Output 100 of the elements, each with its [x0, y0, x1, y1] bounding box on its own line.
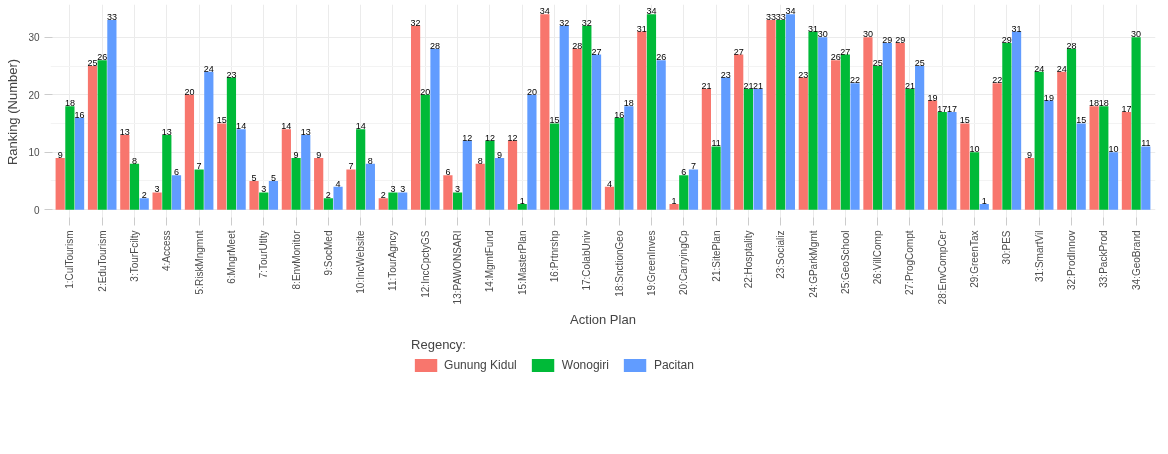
data-label: 15 [959, 115, 970, 126]
bar [979, 203, 989, 210]
x-tick-label: 13:PAWONSARI [452, 230, 464, 305]
bar [895, 43, 905, 210]
data-label: 29 [1001, 35, 1012, 46]
bar [721, 77, 731, 210]
x-tick-label: 24:GParkMgmt [807, 230, 819, 298]
data-label: 15 [1076, 115, 1087, 126]
data-label: 32 [559, 17, 570, 28]
data-label: 25 [87, 58, 98, 69]
data-label: 28 [1066, 40, 1077, 51]
bar [55, 157, 65, 210]
legend-label: Pacitan [653, 358, 694, 372]
x-tick-label: 9:SocMed [322, 230, 334, 276]
data-label: 24 [1034, 63, 1045, 74]
bar [485, 140, 495, 210]
x-tick-label: 15:MasterPlan [516, 230, 528, 295]
data-label: 29 [895, 35, 906, 46]
bar [669, 203, 679, 210]
bar [798, 77, 808, 210]
data-label: 34 [539, 6, 550, 17]
bar [688, 169, 699, 210]
bar [711, 146, 721, 210]
x-tick-label: 10:IncWebsite [355, 230, 367, 294]
bar [388, 192, 398, 210]
data-label: 19 [1043, 92, 1054, 103]
bar [291, 157, 301, 210]
bar [1076, 123, 1086, 210]
y-tick-label: 10 [28, 147, 40, 159]
data-label: 17 [1121, 104, 1132, 114]
bar [863, 37, 873, 210]
bar [1002, 43, 1012, 210]
data-label: 5 [251, 172, 257, 183]
data-label: 19 [927, 92, 938, 103]
x-tick-label: 3:TourFcilty [129, 230, 141, 282]
data-label: 13 [161, 126, 172, 137]
x-tick-label: 23:Socializ [775, 230, 787, 279]
x-tick-label: 29:GreenTax [969, 230, 981, 288]
x-tick-label: 4:Access [161, 230, 173, 272]
bar [559, 25, 569, 210]
bar [527, 94, 537, 210]
bar [171, 175, 182, 210]
bar [637, 31, 647, 210]
bar [323, 198, 333, 210]
data-label: 4 [606, 178, 612, 189]
bar [1099, 106, 1109, 210]
data-label: 25 [914, 58, 925, 69]
data-label: 34 [646, 6, 657, 17]
data-label: 12 [462, 132, 473, 143]
bar [1034, 71, 1044, 210]
data-label: 28 [429, 40, 440, 51]
x-tick-label: 34:GeoBrand [1130, 230, 1142, 290]
bar [850, 83, 860, 210]
x-tick-label: 16:Prtnrshp [549, 230, 561, 283]
data-label: 8 [477, 155, 483, 166]
data-label: 3 [390, 184, 396, 195]
data-label: 18 [623, 98, 634, 109]
bar [259, 192, 269, 210]
data-label: 20 [420, 86, 431, 97]
bar [236, 129, 246, 210]
bar [582, 25, 592, 210]
bar [624, 106, 634, 210]
bar [1141, 146, 1151, 210]
x-tick-label: 8:EnvMonitor [290, 229, 302, 290]
bar [475, 163, 485, 210]
bar [346, 169, 356, 210]
bar [808, 31, 818, 210]
data-label: 5 [270, 172, 276, 183]
data-label: 18 [1098, 98, 1109, 109]
bar [139, 198, 149, 210]
bar [646, 14, 657, 210]
data-label: 29 [882, 35, 893, 46]
x-tick-label: 19:GreenInves [645, 230, 657, 297]
bar [776, 20, 786, 210]
bar [443, 175, 453, 210]
bar [430, 48, 440, 210]
data-label: 25 [872, 58, 883, 69]
data-label: 9 [316, 149, 322, 160]
data-label: 27 [591, 46, 602, 57]
bar [831, 60, 841, 210]
data-label: 22 [850, 75, 861, 86]
data-label: 30 [862, 29, 873, 40]
bar [517, 203, 527, 210]
bar [785, 14, 795, 210]
data-label: 21 [904, 81, 915, 92]
bar [969, 152, 980, 210]
data-label: 11 [711, 138, 721, 149]
data-label: 1 [671, 195, 677, 206]
data-label: 27 [840, 46, 851, 57]
data-label: 28 [572, 40, 583, 51]
bar [314, 157, 324, 210]
bar [184, 94, 195, 210]
data-label: 6 [445, 167, 451, 178]
bar [97, 60, 107, 210]
bar [614, 117, 624, 210]
bar [1131, 37, 1141, 210]
bar [604, 186, 615, 210]
x-tick-label: 20:CarryingCp [678, 230, 690, 295]
bar [549, 123, 560, 210]
bar [1108, 152, 1119, 210]
